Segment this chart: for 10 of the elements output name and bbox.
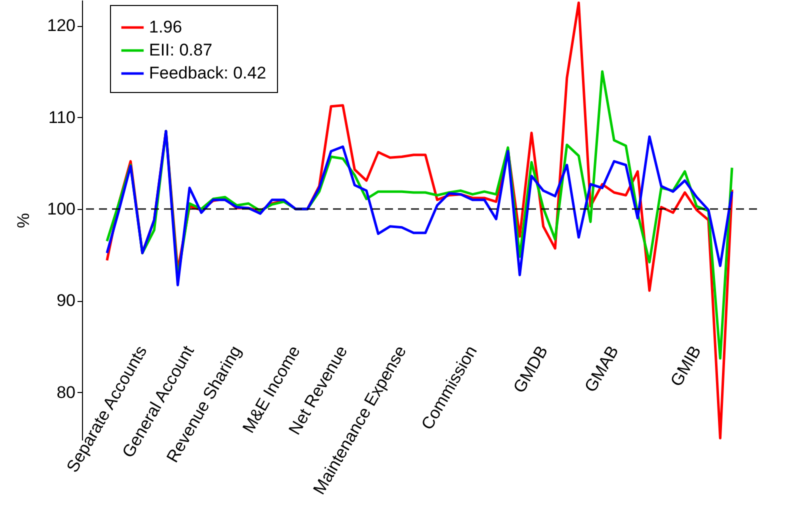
y-tick-label: 80 [56,382,76,402]
legend-label: 1.96 [149,18,182,36]
y-tick-label: 110 [48,108,76,127]
legend-label: Feedback: 0.42 [149,64,266,82]
line-series [106,130,734,286]
y-axis-title: % [14,212,34,228]
y-tick-label: 90 [56,291,76,310]
y-tick-label: 120 [47,16,76,36]
y-tick-label: 100 [47,200,76,218]
legend-label: EII: 0.87 [149,40,212,60]
